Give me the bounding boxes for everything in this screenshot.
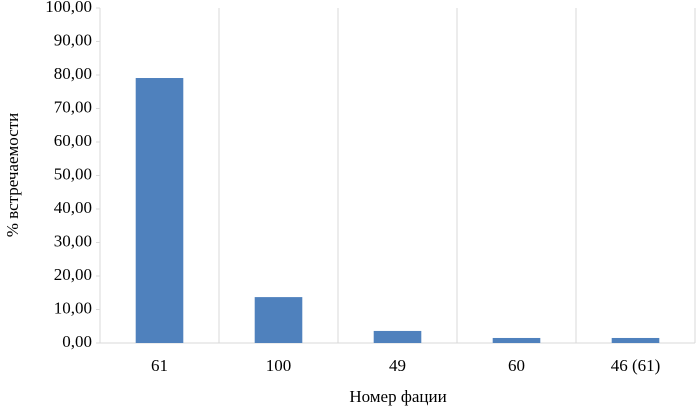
x-tick-label: 60 — [508, 356, 525, 375]
x-axis-label: Номер фации — [349, 387, 446, 406]
y-tick-label: 10,00 — [54, 298, 92, 317]
bar — [611, 337, 660, 343]
y-tick-label: 90,00 — [54, 30, 92, 49]
y-tick-label: 80,00 — [54, 64, 92, 83]
y-tick-label: 20,00 — [54, 265, 92, 284]
y-tick-label: 100,00 — [45, 0, 92, 16]
y-tick-label: 70,00 — [54, 97, 92, 116]
bar — [492, 337, 541, 343]
y-tick-label: 30,00 — [54, 231, 92, 250]
bar — [254, 297, 303, 343]
y-axis-label: % встречаемости — [3, 113, 22, 238]
y-tick-label: 40,00 — [54, 198, 92, 217]
bar — [135, 78, 184, 343]
y-tick-label: 50,00 — [54, 164, 92, 183]
x-tick-label: 49 — [389, 356, 406, 375]
y-tick-label: 0,00 — [62, 332, 92, 351]
bar — [373, 330, 422, 343]
y-tick-label: 60,00 — [54, 131, 92, 150]
x-tick-label: 46 (61) — [611, 356, 661, 375]
x-tick-label: 61 — [151, 356, 168, 375]
x-tick-label: 100 — [266, 356, 292, 375]
